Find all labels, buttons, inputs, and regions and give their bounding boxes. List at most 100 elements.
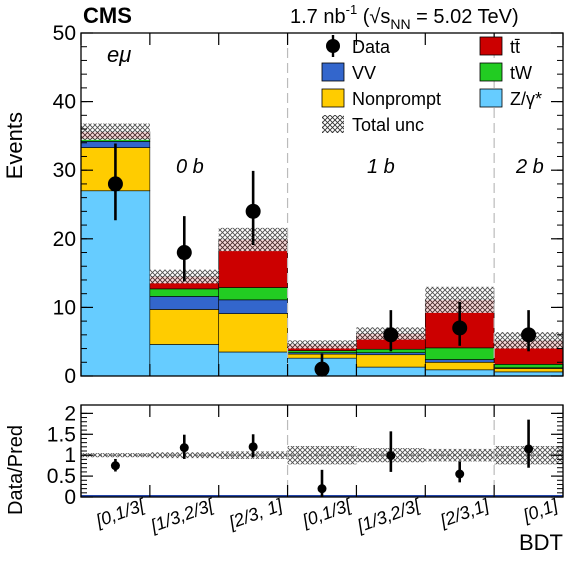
x-tick-label-0: [0,1/3[	[92, 494, 149, 531]
legend-label-3: tW	[510, 63, 532, 83]
bar-Nonprompt-6	[493, 368, 564, 373]
legend-entry-3: tW	[479, 62, 532, 83]
bar-tW-5	[424, 347, 495, 360]
bar-ZGamma-2	[218, 351, 288, 377]
lower-ytick-label: 0.5	[47, 465, 76, 488]
legend-label-4: Nonprompt	[352, 89, 441, 109]
legend-entry-0: Data	[326, 35, 391, 57]
legend-swatch-hatch	[322, 115, 344, 133]
energy-subscript: NN	[390, 16, 410, 32]
ratio-dividers	[286, 405, 495, 497]
legend-entry-1: tt̄	[479, 36, 520, 57]
bar-ZGamma-1	[149, 344, 220, 377]
lower-ytick-label: 1.5	[47, 423, 76, 446]
lower-ytick-label: 0	[64, 486, 76, 509]
legend-entry-2: VV	[321, 62, 376, 83]
legend-entry-4: Nonprompt	[321, 88, 441, 109]
data-point-0	[107, 176, 123, 192]
bar-tW-6	[493, 364, 564, 369]
x-tick-label-2: [2/3, 1]	[225, 495, 285, 533]
experiment-label: CMS	[83, 3, 132, 28]
bar-Nonprompt-2	[218, 313, 288, 353]
bar-tW-2	[218, 287, 288, 301]
legend-label-2: VV	[352, 63, 376, 83]
bar-tW-3	[287, 350, 357, 353]
bar-VV-5	[424, 359, 495, 363]
bar-VV-2	[218, 299, 288, 314]
data-point-2	[245, 203, 261, 219]
legend-label-5: Z/γ*	[510, 89, 542, 109]
x-tick-label-4: [1/3,2/3[	[354, 494, 425, 536]
legend-entry-6: Total unc	[322, 115, 424, 135]
total-unc-band-3	[287, 340, 357, 349]
ratio-points	[110, 419, 534, 497]
x-tick-label-1: [1/3,2/3[	[147, 494, 218, 536]
lumi-exponent: -1	[346, 2, 358, 17]
lower-ytick-label: 2	[64, 402, 76, 425]
legend-swatch-ttbar	[479, 36, 503, 56]
x-tick-label-5: [2/3,1]	[437, 495, 493, 532]
data-point-5	[452, 320, 468, 336]
ratio-point-6	[524, 444, 534, 454]
ratio-point-5	[455, 469, 465, 479]
legend-label-1: tt̄	[510, 37, 520, 57]
upper-ytick-label: 20	[53, 228, 76, 251]
legend-label-0: Data	[352, 37, 391, 57]
lower-ytick-label: 1	[64, 444, 76, 467]
channel-label: eμ	[107, 42, 131, 67]
energy-open: (√s	[357, 6, 390, 28]
total-unc-band-0	[81, 123, 150, 141]
ratio-point-3	[317, 484, 327, 494]
data-point-4	[383, 327, 399, 343]
bar-ZGamma-5	[424, 369, 495, 377]
bar-tW-1	[149, 288, 220, 297]
bar-Nonprompt-1	[149, 309, 220, 345]
upper-ytick-label: 30	[53, 159, 76, 182]
x-axis-title: BDT	[519, 530, 563, 555]
upper-ytick-label: 50	[53, 22, 76, 45]
ratio-unc-band-0	[81, 453, 150, 458]
data-point-1	[176, 245, 192, 261]
ratio-axis-title: Data/Pred	[5, 425, 27, 515]
region-label-0b: 0 b	[176, 156, 204, 178]
bar-VV-1	[149, 296, 220, 310]
data-points	[107, 143, 537, 377]
legend-swatch-ZGamma	[479, 88, 503, 108]
legend-data-marker	[326, 39, 340, 53]
x-tick-labels: [0,1/3[[1/3,2/3[[2/3, 1] [0,1/3[[1/3,2/3[…	[92, 494, 561, 536]
x-tick-label-3: [0,1/3[	[299, 494, 356, 531]
legend-label-6: Total unc	[352, 115, 424, 135]
data-point-3	[314, 361, 330, 377]
lower-axes: 00.511.52	[47, 402, 564, 509]
svg-text:1.7 nb-1 (√sNN = 5.02 TeV): 1.7 nb-1 (√sNN = 5.02 TeV)	[290, 2, 519, 32]
bar-Nonprompt-5	[424, 361, 495, 371]
y-axis-title: Events	[2, 112, 27, 179]
ratio-point-0	[110, 461, 120, 471]
upper-ytick-label: 0	[64, 365, 76, 388]
bar-ZGamma-4	[356, 366, 426, 377]
bar-VV-4	[356, 352, 426, 356]
legend-swatch-VV	[321, 62, 345, 82]
lumi-value: 1.7 nb	[290, 6, 346, 28]
data-point-6	[521, 327, 537, 343]
lumi-energy-label: 1.7 nb-1 (√sNN = 5.02 TeV)	[290, 2, 519, 32]
legend-swatch-tW	[479, 62, 503, 82]
legend: Data tt̄ VV tW Nonprompt Z/γ* Total unc	[321, 35, 542, 135]
stacked-bars	[80, 131, 564, 377]
legend-entry-5: Z/γ*	[479, 88, 542, 109]
x-tick-label-6: [0,1]	[520, 495, 562, 526]
bar-Nonprompt-4	[356, 354, 426, 368]
region-label-2b: 2 b	[515, 156, 544, 178]
upper-ytick-label: 40	[53, 91, 76, 114]
region-dividers	[286, 33, 495, 376]
legend-swatch-Nonprompt	[321, 88, 345, 108]
region-label-1b: 1 b	[367, 156, 395, 178]
ratio-point-2	[248, 442, 258, 452]
energy-rest: = 5.02 TeV)	[411, 6, 519, 28]
ratio-point-4	[386, 451, 396, 461]
ratio-point-1	[179, 443, 189, 453]
upper-annotations: eμ 0 b 1 b 2 b	[107, 42, 544, 178]
bar-ZGamma-0	[80, 190, 151, 377]
upper-ytick-label: 10	[53, 296, 76, 319]
